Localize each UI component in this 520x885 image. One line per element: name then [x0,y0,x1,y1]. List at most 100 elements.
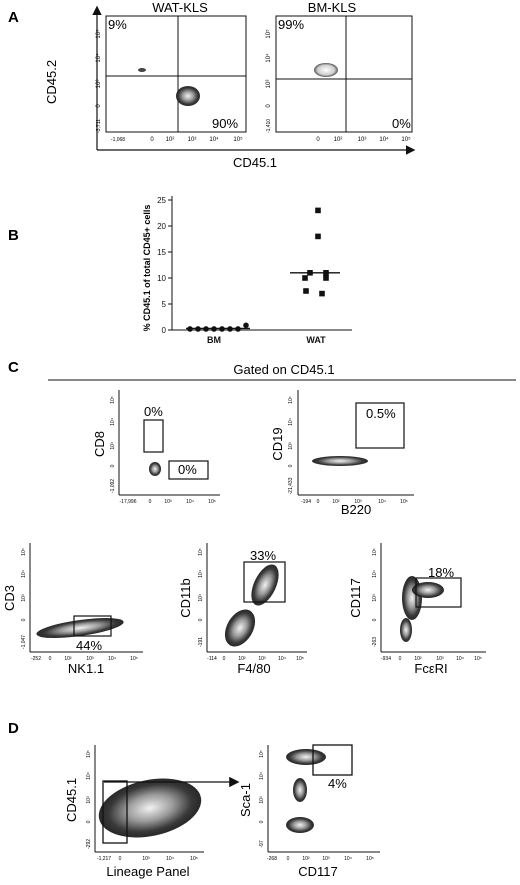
x-tick: -17,996 [120,499,137,505]
y-tick: -1,410 [266,119,272,133]
x-tick: -252 [31,656,41,662]
y-axis-label: Sca-1 [238,783,253,817]
cell-population [312,456,368,466]
x-tick: 0 [49,656,52,662]
x-tick: 10⁴ [378,499,386,505]
x-tick: 10³ [322,856,330,862]
gate-pct: 0.5% [366,406,396,421]
x-tick: 10² [332,499,340,505]
cell-population [176,86,200,106]
y-tick: 10³ [86,796,92,804]
x-tick: 10⁴ [108,656,116,662]
y-tick: 10⁴ [288,418,294,426]
x-axis-label: F4/80 [237,661,270,676]
x-tick: 10² [238,656,246,662]
data-point-bm [243,322,249,329]
x-tick: 10³ [258,656,266,662]
y-tick: 0 [96,104,102,108]
x-tick: -1,068 [111,137,125,143]
y-tick: 10⁴ [95,53,102,63]
gate [168,460,209,480]
gate-pct: 33% [250,548,276,563]
cell-population [98,778,202,838]
x-tick: 10⁵ [401,136,411,143]
x-tick: 0 [150,137,154,143]
x-tick: 10⁵ [130,656,138,662]
y-tick: 10³ [21,594,27,602]
x-tick: 10⁵ [366,856,374,862]
x-tick: -194 [301,499,311,505]
y-tick: 0 [372,618,378,621]
x-axis-label: FcεRI [414,661,447,676]
chart-y-tick-label: 20 [157,222,166,231]
chart-category-label: WAT [306,335,326,345]
x-tick: 10⁴ [209,136,219,143]
x-axis-label: CD117 [298,864,338,879]
y-tick: 10⁵ [372,548,378,556]
y-tick: 0 [288,464,294,467]
y-tick: 10⁵ [259,750,265,758]
panel-a-x-axis-label: CD45.1 [233,155,277,170]
x-axis-label: B220 [341,502,371,517]
y-axis-label: CD45.1 [64,778,79,822]
panel-letter-d: D [8,720,19,737]
cell-population [402,576,422,620]
flow-plot-bm-kls: BM-KLS 99% 0% 10⁵ 10⁴ 10³ 0 -1,410 0 10²… [265,0,413,143]
y-tick: -292 [86,839,92,849]
y-axis-label: CD19 [270,427,285,460]
y-tick: -263 [372,637,378,647]
x-axis-label: NK1.1 [68,661,104,676]
y-tick: 10³ [266,80,272,89]
y-tick: 10⁴ [110,418,116,426]
x-tick: 0 [119,856,122,862]
quadrant-lower-right-pct: 90% [212,116,238,131]
quadrant-lower-right-pct: 0% [392,116,411,131]
flow-plot-cd3: CD3 NK1.1 44% 10⁵ 10⁴ 10³ 0 -1,047 -252 … [2,543,143,676]
chart-y-tick-label: 15 [157,248,166,257]
panel-c: Gated on CD45.1 CD8 0% 0% 10⁵ 10⁴ 10³ 0 … [2,362,516,676]
y-tick: 0 [198,618,204,621]
quadrant-upper-left-pct: 9% [108,17,127,32]
data-point-wat [303,288,309,294]
y-tick: 10⁵ [21,548,27,556]
y-tick: 10⁵ [198,548,204,556]
panel-a: CD45.2 CD45.1 WAT-KLS 9% 90% 10⁵ 10⁴ 10³… [44,0,416,170]
x-tick: 10⁴ [456,656,464,662]
y-tick: 10⁵ [265,29,272,39]
y-tick: 0 [110,464,116,467]
cell-population [293,778,307,802]
gate [73,615,112,637]
x-tick: 0 [316,137,320,143]
data-point-wat [302,275,308,281]
x-tick: 10² [334,137,343,143]
gate-pct: 18% [428,565,454,580]
y-tick: 10⁴ [198,570,204,578]
y-tick: 10⁵ [288,396,294,404]
x-tick: 0 [317,499,320,505]
y-tick: 10³ [110,442,116,450]
x-tick: 10² [302,856,310,862]
x-tick: 10⁴ [344,856,352,862]
panel-b-scatter-chart: % CD45.1 of total CD45+ cells 0 5 10 15 20 25… [142,196,352,345]
x-tick: 10³ [354,499,362,505]
y-tick: 10⁴ [372,570,378,578]
x-tick: 10³ [164,499,172,505]
y-tick: 0 [86,820,92,823]
panel-letter-b: B [8,227,19,244]
y-tick: -3,711 [96,119,102,133]
data-point-wat [315,233,321,240]
y-tick: -1,047 [21,635,27,649]
flow-plot-wat-kls: WAT-KLS 9% 90% 10⁵ 10⁴ 10³ 0 -3,711 -1,0… [95,0,247,143]
x-tick: 10⁵ [233,136,243,143]
flow-plot-cd117: CD117 FcεRI 18% 10⁵ 10⁴ 10³ 0 -263 -934 … [348,543,486,676]
x-axis-label: Lineage Panel [106,864,189,879]
y-tick: 10³ [198,594,204,602]
y-axis-label: CD117 [348,578,363,618]
gate [143,419,164,453]
cell-population [36,617,124,639]
cell-population [400,618,412,642]
x-tick: 10⁴ [166,856,174,862]
x-tick: 10⁴ [186,499,194,505]
data-point-wat [315,207,321,214]
flow-plot-sca1-cd117: Sca-1 CD117 4% 10⁵ 10⁴ 10³ 0 -97 -268 0 … [238,744,380,879]
